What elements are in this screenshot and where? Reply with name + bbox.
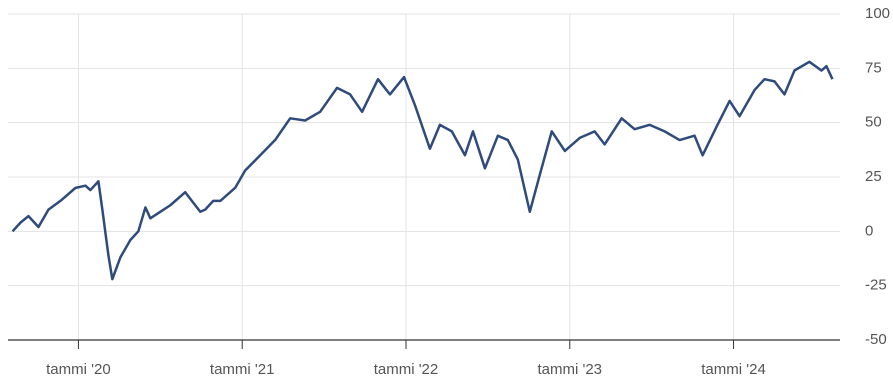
y-tick-label: 75 [865,59,882,76]
y-tick-label: -50 [865,331,887,348]
y-tick-label: 0 [865,222,873,239]
x-tick-label: tammi '23 [537,361,602,378]
y-tick-label: 50 [865,114,882,131]
x-tick-label: tammi '22 [374,361,439,378]
x-tick-label: tammi '24 [701,361,766,378]
y-tick-label: 25 [865,168,882,185]
y-tick-label: 100 [865,5,890,22]
y-tick-label: -25 [865,277,887,294]
x-tick-label: tammi '20 [46,361,111,378]
data-line [11,60,834,281]
x-tick-label: tammi '21 [210,361,275,378]
